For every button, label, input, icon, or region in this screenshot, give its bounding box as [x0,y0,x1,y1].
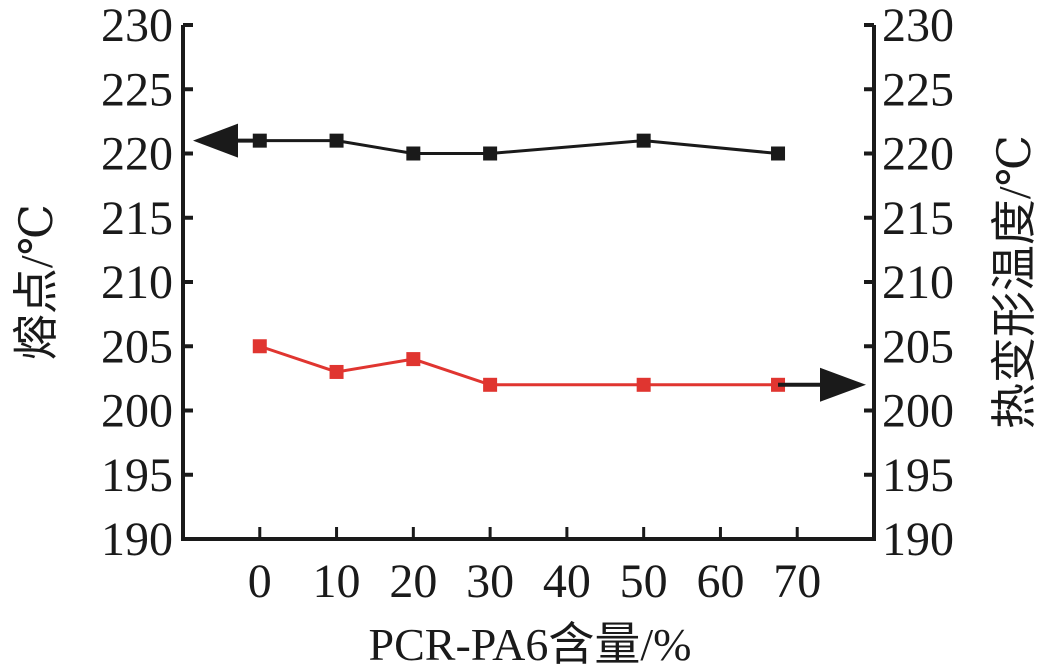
y-tick-label-right: 190 [882,513,954,566]
y-tick-label-right: 225 [882,63,954,116]
y-tick-label-left: 215 [101,192,173,245]
y-tick-label-right: 205 [882,320,954,373]
x-axis-title: PCR-PA6含量/% [369,619,692,669]
y-axis-title-left: 熔点/℃ [11,204,62,360]
y-tick-label-right: 215 [882,192,954,245]
data-point [771,146,786,161]
x-tick-label: 40 [543,555,591,608]
x-tick-label: 10 [313,555,361,608]
y-tick-label-right: 220 [882,128,954,181]
y-tick-label-left: 225 [101,63,173,116]
arrow-left-icon [193,123,238,158]
y-tick-label-left: 205 [101,320,173,373]
data-point [252,339,267,354]
x-tick-label: 30 [466,555,514,608]
y-axis-title-right: 热变形温度/℃ [989,135,1040,429]
data-point [483,377,498,392]
y-tick-label-left: 210 [101,256,173,309]
y-tick-label-left: 220 [101,128,173,181]
y-tick-label-left: 230 [101,0,173,52]
axes [181,25,876,541]
data-point [406,146,421,161]
data-point [636,377,651,392]
data-point [636,133,651,148]
x-tick-label: 20 [389,555,437,608]
y-tick-label-left: 195 [101,449,173,502]
arrow-right-icon [820,367,866,402]
series-line-1 [259,344,779,387]
y-tick-label-right: 210 [882,256,954,309]
data-point [329,133,344,148]
y-tick-label-left: 190 [101,513,173,566]
data-point [406,352,421,367]
x-tick-label: 0 [248,555,272,608]
x-tick-label: 50 [620,555,668,608]
y-tick-label-right: 195 [882,449,954,502]
x-tick-label: 60 [696,555,744,608]
y-tick-label-right: 230 [882,0,954,52]
data-point [329,364,344,379]
y-tick-label-right: 200 [882,385,954,438]
data-point [483,146,498,161]
x-tick-label: 70 [773,555,821,608]
y-tick-label-left: 200 [101,385,173,438]
series [193,123,866,402]
series-line-0 [259,139,779,155]
